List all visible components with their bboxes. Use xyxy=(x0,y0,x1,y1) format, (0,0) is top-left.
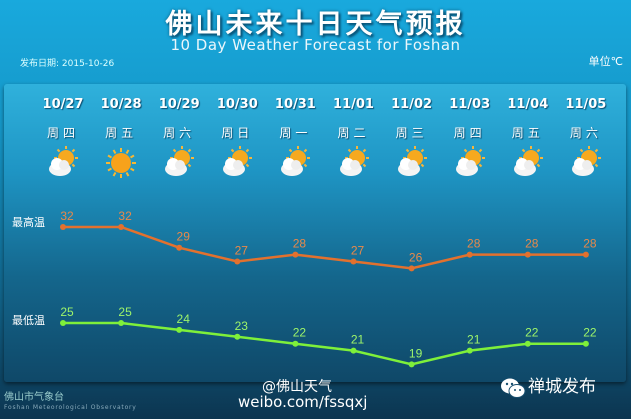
data-label: 21 xyxy=(351,333,365,347)
data-label: 22 xyxy=(525,326,539,340)
wechat-account: 禅城发布 xyxy=(528,377,596,397)
data-label: 25 xyxy=(60,305,74,319)
data-label: 28 xyxy=(293,237,307,251)
day-date: 11/05 xyxy=(565,97,607,112)
data-point xyxy=(582,340,589,347)
issue-date: 发布日期: 2015-10-26 xyxy=(20,59,115,69)
day-weekday: 周六 xyxy=(163,126,196,140)
day-date: 10/28 xyxy=(100,97,142,112)
data-point xyxy=(118,320,125,326)
data-label: 23 xyxy=(235,319,249,333)
data-point xyxy=(118,224,125,230)
partly-cloudy-icon xyxy=(162,146,196,180)
partly-cloudy-icon xyxy=(220,146,254,180)
day-weekday: 周二 xyxy=(337,126,370,140)
high-temp-label: 最高温 xyxy=(12,216,45,229)
day-date: 10/27 xyxy=(42,97,84,112)
data-label: 32 xyxy=(60,209,74,223)
data-label: 27 xyxy=(235,244,249,258)
observatory-name: 佛山市气象台 xyxy=(4,392,64,403)
page-title: 佛山未来十日天气预报 xyxy=(165,9,466,40)
weibo-url: weibo.com/fssqxj xyxy=(238,393,368,411)
data-point xyxy=(408,361,415,368)
data-point xyxy=(350,258,357,265)
data-point xyxy=(408,265,415,272)
sunny-icon xyxy=(104,146,138,180)
data-point xyxy=(292,251,299,258)
data-label: 26 xyxy=(409,250,423,264)
day-date: 11/02 xyxy=(391,97,433,112)
series-line-0 xyxy=(63,225,586,270)
day-weekday: 周三 xyxy=(395,126,428,140)
data-point xyxy=(60,320,66,326)
data-label: 21 xyxy=(467,333,481,347)
data-point xyxy=(60,224,66,230)
day-date: 11/04 xyxy=(507,97,549,112)
weibo-handle: @佛山天气 xyxy=(262,379,332,395)
forecast-panel xyxy=(4,84,626,382)
partly-cloudy-icon xyxy=(278,146,312,180)
page-subtitle: 10 Day Weather Forecast for Foshan xyxy=(170,36,461,54)
data-point xyxy=(350,347,357,354)
day-weekday: 周一 xyxy=(279,126,312,140)
day-date: 10/30 xyxy=(216,97,258,112)
data-point xyxy=(234,258,241,265)
day-weekday: 周四 xyxy=(46,126,79,140)
data-point xyxy=(466,347,473,354)
day-date: 10/29 xyxy=(158,97,200,112)
data-point xyxy=(292,340,299,347)
day-weekday: 周五 xyxy=(511,126,544,140)
wechat-icon xyxy=(500,377,526,403)
partly-cloudy-icon xyxy=(511,146,545,180)
data-point xyxy=(176,244,183,251)
data-label: 28 xyxy=(467,237,481,251)
data-point xyxy=(176,326,183,333)
data-label: 27 xyxy=(351,244,365,258)
data-label: 24 xyxy=(177,312,191,326)
partly-cloudy-icon xyxy=(395,146,429,180)
day-weekday: 周六 xyxy=(569,126,602,140)
day-weekday: 周五 xyxy=(105,126,138,140)
day-date: 10/31 xyxy=(274,97,316,112)
data-label: 28 xyxy=(583,237,597,251)
data-label: 28 xyxy=(525,237,539,251)
day-weekday: 周日 xyxy=(221,126,254,140)
low-temp-label: 最低温 xyxy=(12,314,45,327)
day-weekday: 周四 xyxy=(453,126,486,140)
partly-cloudy-icon xyxy=(569,146,603,180)
day-date: 11/03 xyxy=(449,97,491,112)
partly-cloudy-icon xyxy=(337,146,371,180)
unit-label: 单位℃ xyxy=(588,55,623,68)
data-label: 32 xyxy=(118,209,132,223)
data-label: 25 xyxy=(118,305,132,319)
data-label: 22 xyxy=(583,326,597,340)
data-label: 29 xyxy=(177,230,191,244)
observatory-name-en: Foshan Meteorological Observatory xyxy=(4,404,137,411)
day-date: 11/01 xyxy=(333,97,374,112)
data-point xyxy=(234,333,241,340)
data-label: 19 xyxy=(409,346,423,360)
data-point xyxy=(466,251,473,258)
series-line-1 xyxy=(63,321,586,366)
data-point xyxy=(582,251,589,258)
data-label: 22 xyxy=(293,326,307,340)
data-point xyxy=(524,251,531,258)
data-point xyxy=(524,340,531,347)
partly-cloudy-icon xyxy=(46,146,80,180)
partly-cloudy-icon xyxy=(453,146,487,180)
